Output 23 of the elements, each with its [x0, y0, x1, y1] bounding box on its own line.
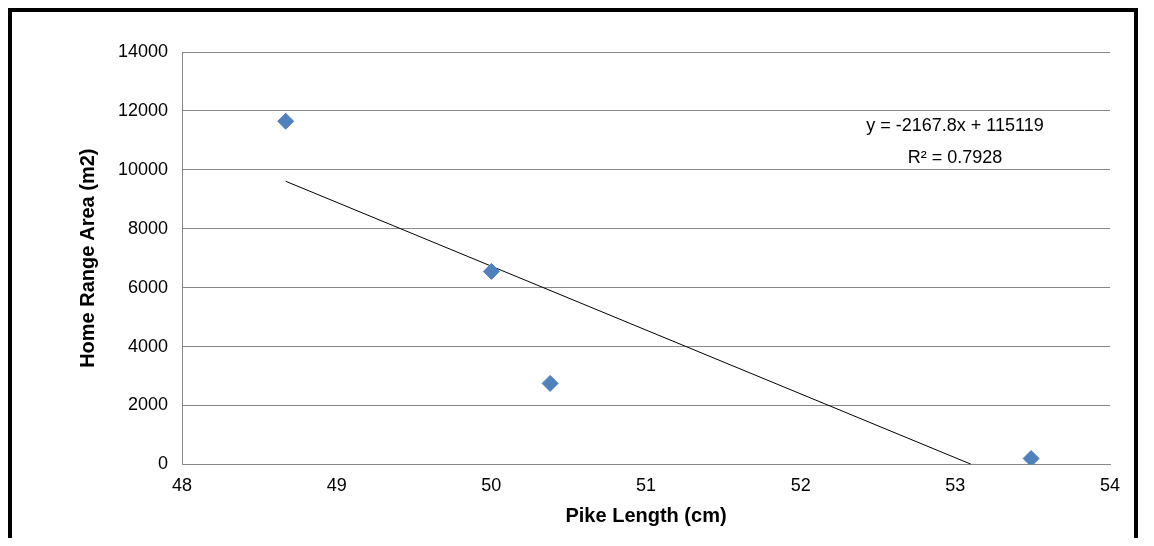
x-axis-title: Pike Length (cm) [565, 503, 727, 526]
y-tick-label: 10000 [117, 158, 169, 179]
x-tick-label: 50 [481, 475, 502, 496]
x-tick-label: 49 [326, 475, 347, 496]
point [541, 374, 559, 392]
x-tick-label: 53 [945, 475, 966, 496]
point [277, 112, 295, 130]
y-tick-label: 12000 [117, 99, 169, 120]
y-tick-label: 8000 [128, 217, 169, 238]
y-tick-label: 14000 [117, 40, 169, 61]
annotation: R² = 0.7928 [907, 146, 1003, 167]
point [1022, 450, 1040, 465]
y-tick-label: 0 [158, 453, 169, 474]
y-tick-label: 2000 [128, 394, 169, 415]
point [482, 262, 500, 280]
x-tick-label: 48 [172, 475, 193, 496]
x-tick-label: 51 [636, 475, 657, 496]
y-axis-title: Home Range Area (m2) [75, 148, 98, 368]
x-tick-label: 52 [790, 475, 811, 496]
annotation: y = -2167.8x + 115119 [866, 114, 1044, 135]
y-tick-label: 6000 [128, 276, 169, 297]
x-tick-label: 54 [1099, 475, 1121, 496]
y-tick-label: 4000 [128, 335, 169, 356]
